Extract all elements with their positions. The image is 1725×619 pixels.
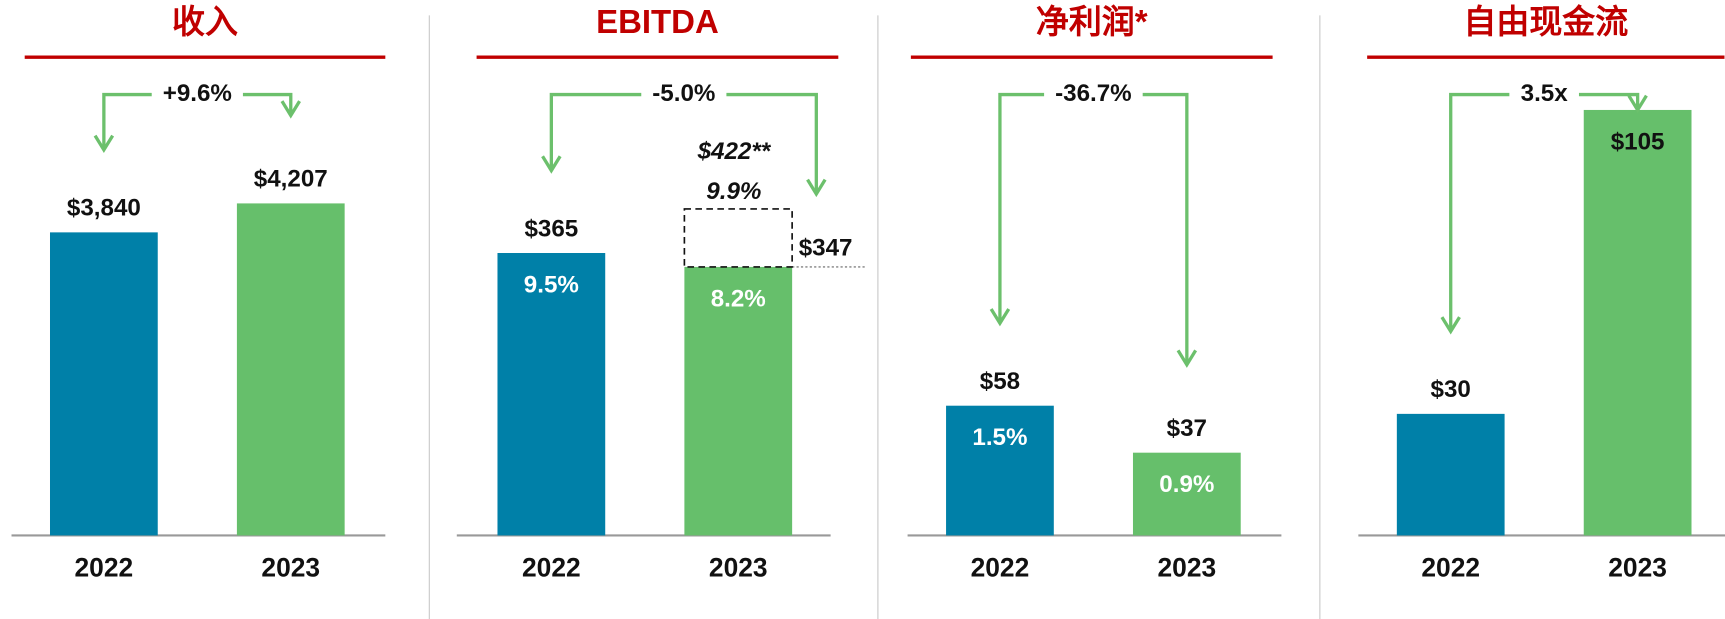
change-arrow (549, 92, 642, 171)
x-tick-label: 2023 (1608, 552, 1667, 582)
arrow-head (1176, 349, 1198, 368)
bar (497, 253, 606, 536)
change-arrow (1578, 92, 1640, 110)
panel-title: 净利润* (1036, 3, 1148, 40)
data-label: $4,207 (254, 166, 328, 193)
data-label: $30 (1431, 376, 1471, 403)
arrow-head (989, 308, 1011, 327)
arrow-head (93, 134, 115, 154)
data-label: $58 (980, 368, 1020, 395)
bar (946, 405, 1054, 536)
arrow-head (806, 178, 827, 198)
change-label: 3.5x (1521, 80, 1569, 107)
bar (1132, 452, 1241, 536)
data-label: $347 (799, 235, 853, 262)
arrow-head (280, 100, 301, 119)
adjusted-margin-label: 9.9% (706, 178, 761, 205)
data-label: $3,840 (67, 195, 141, 222)
bar (236, 203, 345, 536)
margin-label: 0.9% (1159, 471, 1214, 498)
x-tick-label: 2023 (261, 552, 320, 582)
panel-title: 自由现金流 (1463, 3, 1628, 40)
change-label: -5.0% (652, 80, 715, 107)
arrow-head (1627, 94, 1648, 114)
bar (1396, 413, 1505, 536)
x-tick-label: 2022 (75, 552, 134, 582)
x-tick-label: 2022 (522, 552, 581, 582)
change-arrow (998, 92, 1045, 324)
change-label: -36.7% (1055, 80, 1132, 107)
margin-label: 8.2% (711, 285, 766, 312)
data-label: $365 (524, 215, 578, 242)
margin-label: 1.5% (972, 424, 1027, 451)
adjusted-box (683, 208, 793, 268)
change-arrow (1142, 92, 1189, 365)
x-tick-label: 2023 (1157, 552, 1216, 582)
x-tick-label: 2022 (971, 552, 1030, 582)
data-label: $105 (1611, 128, 1665, 155)
change-arrow (1449, 92, 1510, 332)
arrow-head (1440, 316, 1461, 335)
panel-title: EBITDA (596, 3, 719, 40)
x-tick-label: 2022 (1421, 552, 1480, 582)
bar (49, 232, 158, 536)
data-label: $37 (1167, 415, 1207, 442)
margin-label: 9.5% (524, 271, 579, 298)
change-arrow (102, 92, 152, 150)
change-arrow (726, 92, 818, 194)
bar (684, 266, 793, 536)
adjusted-value-label: $422** (697, 138, 772, 165)
arrow-head (541, 155, 562, 174)
panel-title: 收入 (172, 3, 238, 40)
change-arrow (242, 92, 293, 116)
bar (1583, 109, 1692, 536)
change-label: +9.6% (163, 80, 232, 107)
x-tick-label: 2023 (709, 552, 768, 582)
